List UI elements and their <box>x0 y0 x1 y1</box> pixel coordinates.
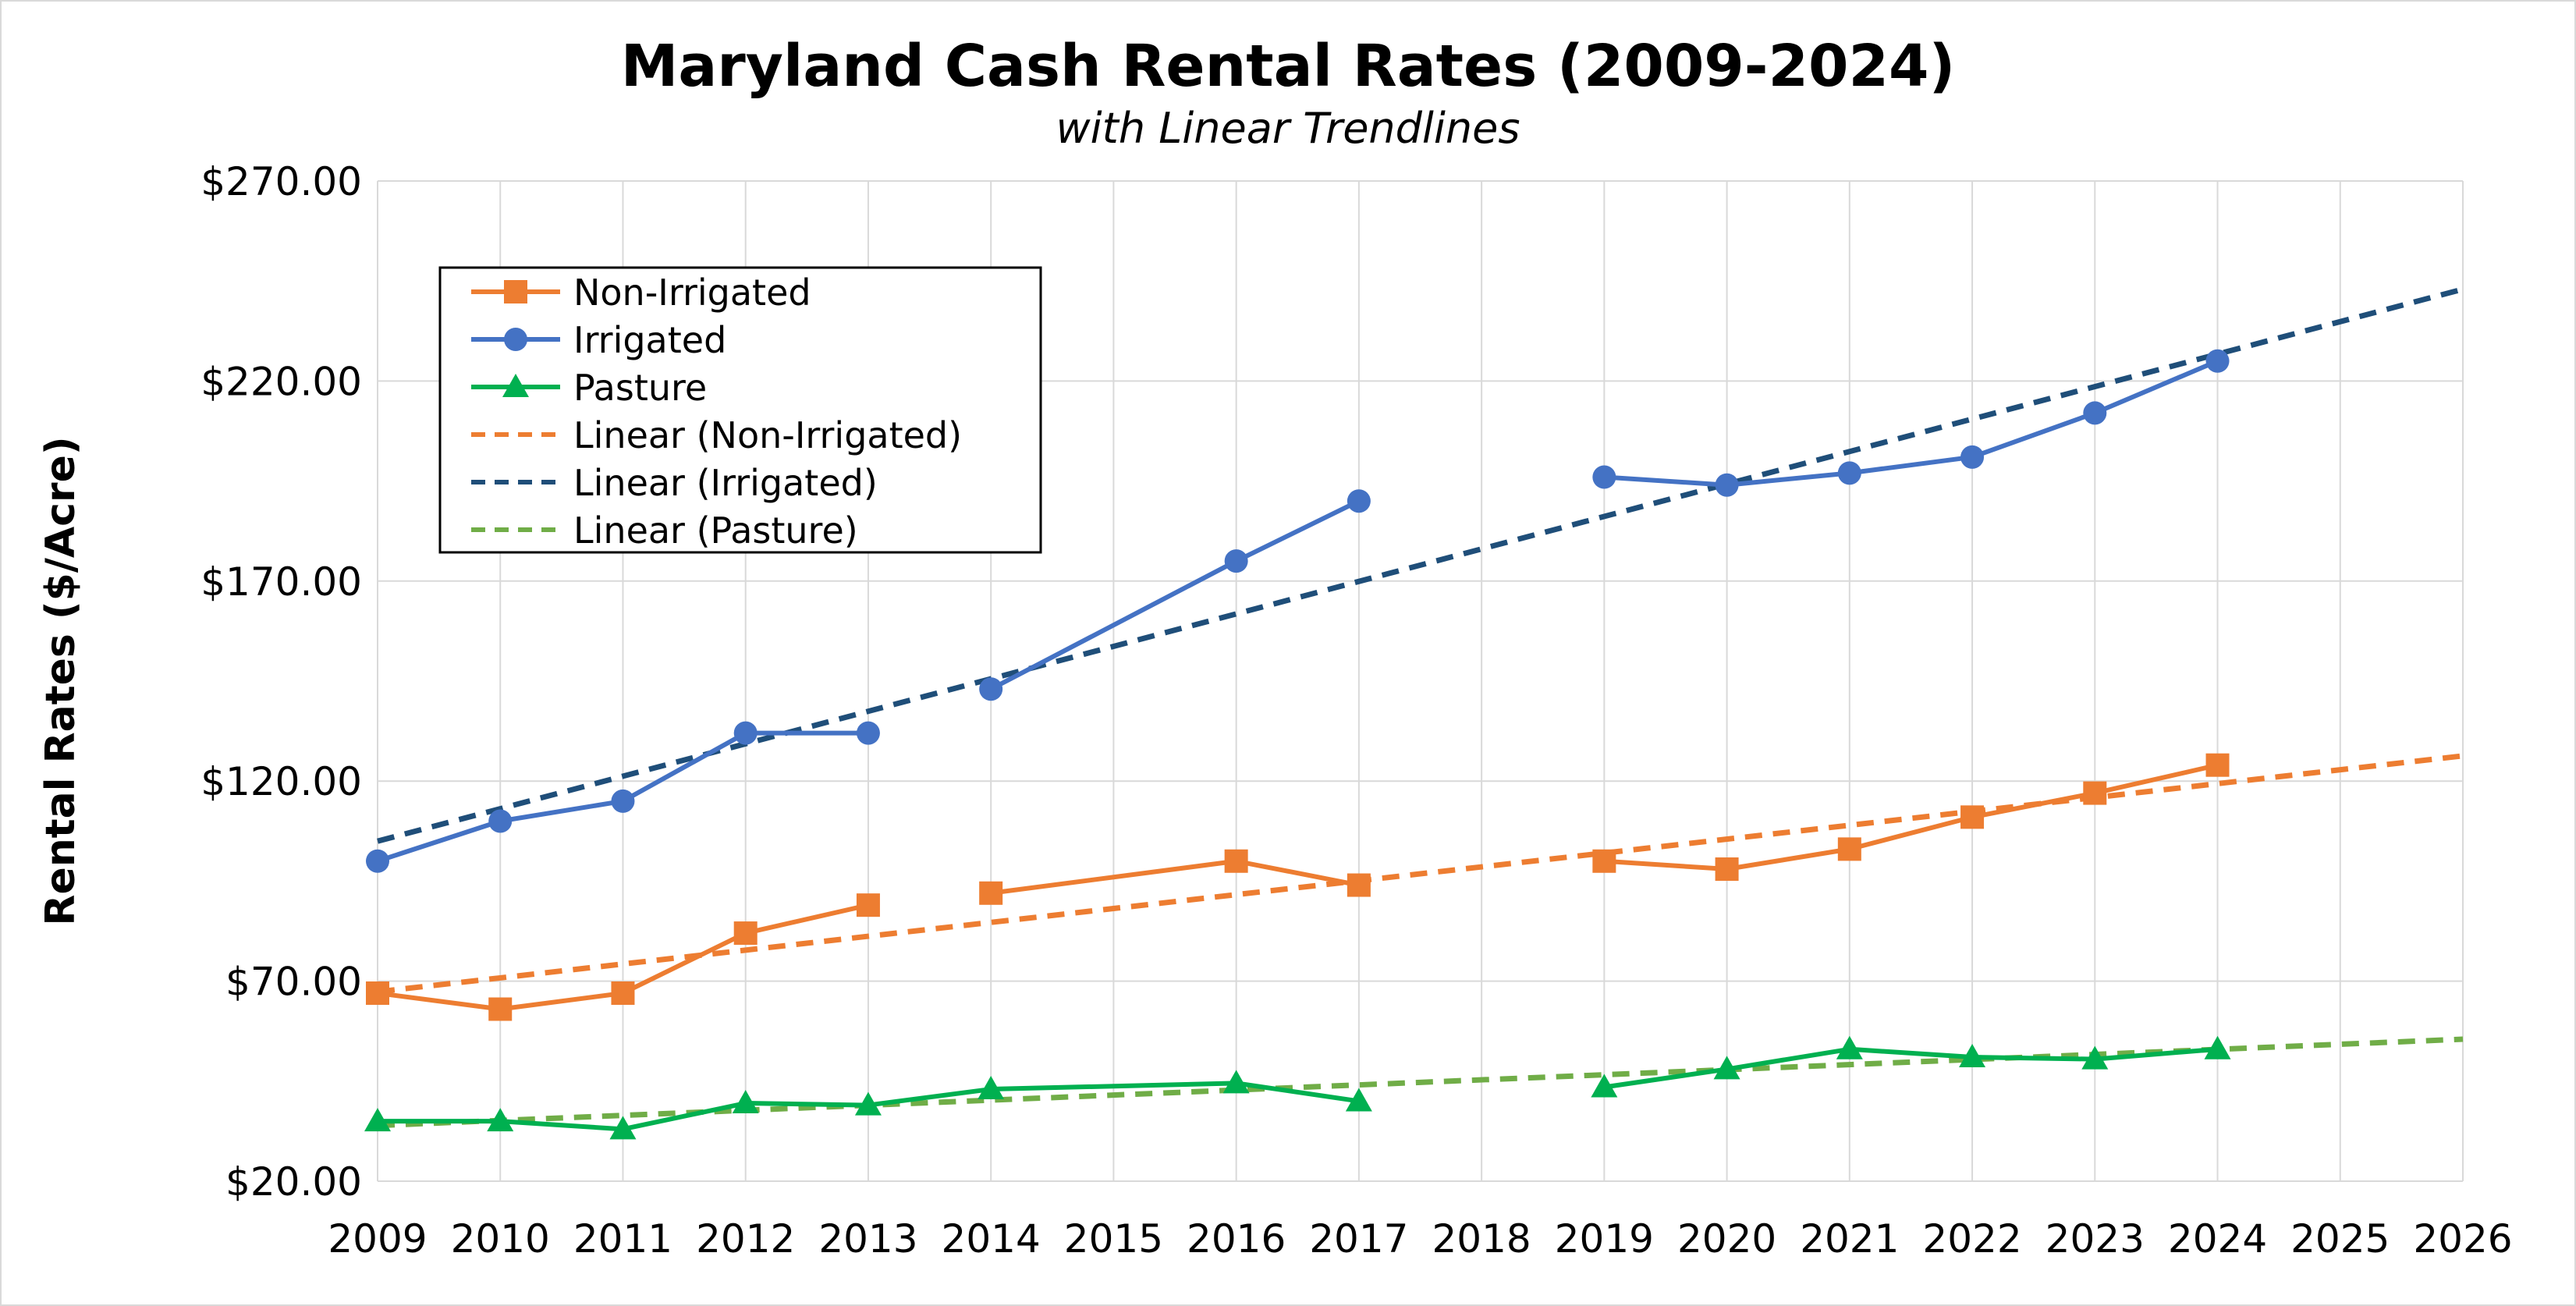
legend-marker-pasture <box>502 374 529 397</box>
legend-label-linear-non-irrigated: Linear (Non-Irrigated) <box>573 414 962 456</box>
x-tick-label: 2018 <box>1432 1216 1531 1262</box>
x-tick-label: 2009 <box>328 1216 427 1262</box>
point-non-irrigated <box>1224 849 1248 873</box>
point-non-irrigated <box>1347 873 1371 897</box>
y-tick-label: $20.00 <box>225 1159 362 1205</box>
x-tick-label: 2013 <box>818 1216 917 1262</box>
point-non-irrigated <box>733 921 758 946</box>
y-axis-ticks: $20.00 $70.00 $120.00 $170.00 $220.00 $270.00 <box>200 159 362 1205</box>
point-irrigated <box>2205 349 2230 373</box>
point-irrigated <box>1837 461 1861 485</box>
line-irrigated <box>1604 358 2219 488</box>
legend-label-non-irrigated: Non-Irrigated <box>573 271 811 314</box>
point-pasture <box>487 1108 514 1132</box>
x-tick-label: 2023 <box>2046 1216 2145 1262</box>
point-pasture <box>2081 1045 2109 1070</box>
point-pasture <box>1713 1056 1740 1080</box>
point-non-irrigated <box>2083 781 2107 805</box>
point-non-irrigated <box>488 997 513 1021</box>
point-irrigated <box>1960 445 1985 469</box>
point-irrigated <box>856 721 880 745</box>
x-tick-label: 2010 <box>451 1216 550 1262</box>
legend-label-linear-pasture: Linear (Pasture) <box>573 509 858 552</box>
y-tick-label: $170.00 <box>200 559 362 605</box>
point-pasture <box>1959 1044 1986 1068</box>
point-pasture <box>1836 1035 1863 1059</box>
line-non-irrigated <box>1604 762 2219 872</box>
line-pasture <box>1603 1046 2218 1090</box>
legend-label-pasture: Pasture <box>573 367 707 409</box>
x-tick-label: 2014 <box>942 1216 1041 1262</box>
point-irrigated <box>366 849 389 873</box>
point-pasture <box>1591 1074 1618 1098</box>
trendline-irrigated <box>377 286 2464 844</box>
series-lines <box>364 349 2231 1140</box>
legend-label-irrigated: Irrigated <box>573 319 726 361</box>
legend-marker-irrigated <box>504 328 527 351</box>
point-irrigated <box>1224 549 1248 573</box>
x-axis-ticks: 2009 2010 2011 2012 2013 2014 2015 2016 2017 2018… <box>328 1216 2512 1262</box>
x-tick-label: 2019 <box>1555 1216 1654 1262</box>
point-pasture <box>978 1076 1005 1100</box>
point-non-irrigated <box>1715 857 1739 882</box>
point-irrigated <box>611 789 635 813</box>
point-non-irrigated <box>1960 805 1985 829</box>
point-non-irrigated <box>366 981 389 1005</box>
legend-label-linear-irrigated: Linear (Irrigated) <box>573 462 878 504</box>
x-tick-label: 2021 <box>1800 1216 1899 1262</box>
legend: Non-Irrigated Irrigated Pasture Linear (Non… <box>438 266 1042 554</box>
y-tick-label: $270.00 <box>200 159 362 204</box>
line-pasture <box>378 1081 1360 1132</box>
point-irrigated <box>1592 465 1616 489</box>
point-irrigated <box>488 809 513 833</box>
point-irrigated <box>2083 401 2107 425</box>
x-tick-label: 2024 <box>2168 1216 2267 1262</box>
point-irrigated <box>1347 489 1371 513</box>
chart-title: Maryland Cash Rental Rates (2009-2024) <box>621 33 1956 100</box>
x-tick-label: 2026 <box>2413 1216 2512 1262</box>
trendline-pasture <box>377 1036 2464 1129</box>
point-irrigated <box>1715 473 1739 497</box>
point-non-irrigated <box>856 893 880 917</box>
x-tick-label: 2022 <box>1922 1216 2021 1262</box>
point-non-irrigated <box>1837 837 1861 861</box>
x-tick-label: 2017 <box>1309 1216 1408 1262</box>
point-irrigated <box>979 677 1003 701</box>
x-tick-label: 2016 <box>1187 1216 1286 1262</box>
point-pasture <box>2204 1035 2231 1059</box>
point-pasture <box>364 1108 391 1132</box>
x-tick-label: 2011 <box>573 1216 672 1262</box>
y-tick-label: $70.00 <box>225 960 362 1005</box>
point-pasture <box>854 1091 882 1116</box>
point-pasture <box>732 1090 759 1114</box>
y-axis-title: Rental Rates ($/Acre) <box>37 436 84 925</box>
trendline-non-irrigated <box>377 753 2464 995</box>
x-tick-label: 2015 <box>1064 1216 1163 1262</box>
x-tick-label: 2025 <box>2290 1216 2390 1262</box>
point-non-irrigated <box>1592 849 1616 873</box>
point-pasture <box>1345 1088 1372 1112</box>
point-pasture <box>1222 1070 1250 1094</box>
y-tick-label: $220.00 <box>200 359 362 404</box>
chart-subtitle: with Linear Trendlines <box>1056 104 1520 153</box>
trendlines <box>377 286 2464 1129</box>
y-tick-label: $120.00 <box>200 759 362 804</box>
point-non-irrigated <box>979 881 1003 905</box>
point-irrigated <box>733 721 758 745</box>
x-tick-label: 2012 <box>696 1216 795 1262</box>
legend-marker-non-irrigated <box>504 280 527 303</box>
point-pasture <box>609 1116 637 1140</box>
point-non-irrigated <box>2205 753 2230 777</box>
point-non-irrigated <box>611 981 635 1005</box>
x-tick-label: 2020 <box>1677 1216 1776 1262</box>
